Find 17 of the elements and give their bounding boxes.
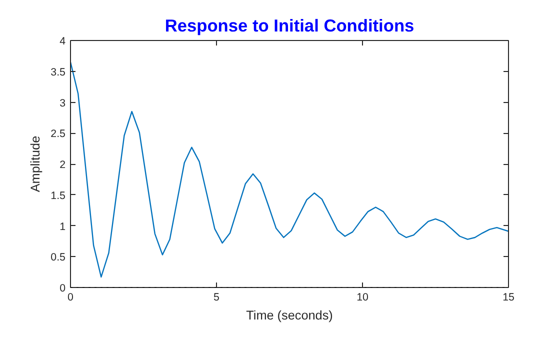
x-tick-label: 0 [68,292,74,304]
x-axis-title: Time (seconds) [246,308,333,322]
y-tick-label: 4 [60,36,66,48]
y-tick-label: 2 [60,159,66,171]
x-tick-label: 5 [214,292,220,304]
y-tick-label: 3 [60,97,66,110]
line-series [70,62,508,278]
y-tick-label: 0 [60,282,66,294]
y-tick-label: 1.5 [50,190,66,202]
y-tick-label: 1 [60,220,66,233]
x-tick-label: 10 [356,292,368,304]
y-axis-title: Amplitude [28,136,43,192]
y-tick-label: 0.5 [50,252,66,264]
chart-title: Response to Initial Conditions [164,16,414,36]
x-tick-label: 15 [502,292,514,304]
y-tick-label: 2.5 [50,128,66,140]
y-tick-label: 3.5 [50,66,66,78]
